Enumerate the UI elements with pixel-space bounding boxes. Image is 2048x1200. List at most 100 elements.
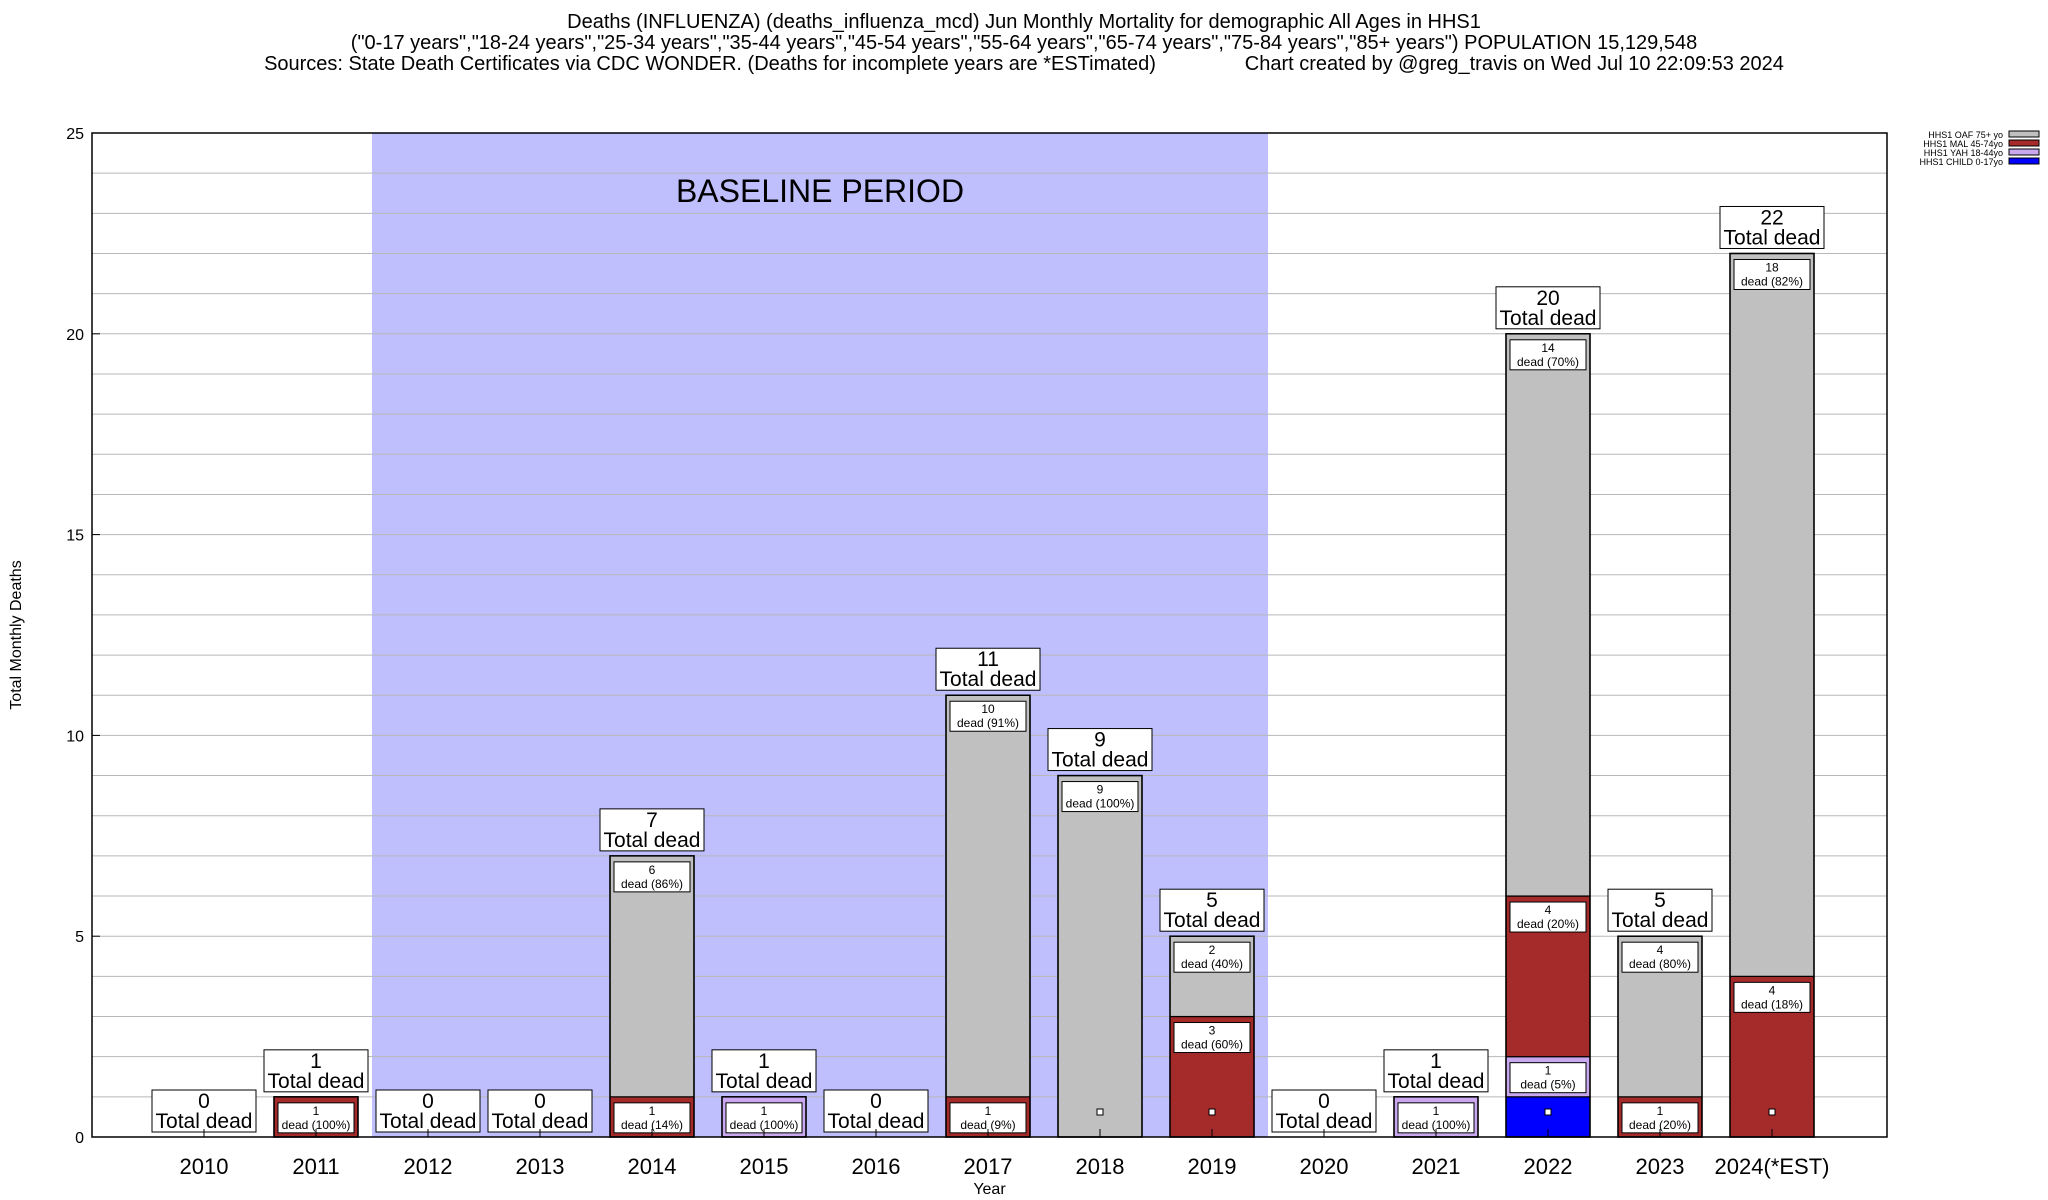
x-tick-label: 2010 <box>180 1154 229 1179</box>
total-dead-label: Total dead <box>1612 909 1709 932</box>
bar-segment <box>609 855 695 1098</box>
total-label-box <box>599 808 705 852</box>
bar-segment <box>1729 252 1815 977</box>
chart-subtitle: ("0-17 years","18-24 years","25-34 years… <box>350 32 1698 54</box>
segment-count-label: 3 <box>1209 1024 1216 1038</box>
total-label-box <box>1607 888 1713 932</box>
segment-count-label: 1 <box>1433 1104 1440 1118</box>
segment-label-box <box>949 1102 1027 1134</box>
segment-count-label: 1 <box>649 1104 656 1118</box>
segment-count-label: 6 <box>649 863 656 877</box>
x-tick-label: 2015 <box>740 1154 789 1179</box>
segment-percent-label: dead (100%) <box>282 1118 351 1132</box>
total-dead-label: Total dead <box>604 829 701 852</box>
segment-label-box <box>1509 1062 1587 1094</box>
x-tick-label: 2022 <box>1524 1154 1573 1179</box>
y-tick-label: 5 <box>75 929 84 946</box>
segment-percent-label: dead (9%) <box>960 1118 1015 1132</box>
total-dead-label: Total dead <box>1052 749 1149 772</box>
x-tick-label: 2019 <box>1188 1154 1237 1179</box>
segment-percent-label: dead (100%) <box>730 1118 799 1132</box>
bar-base-marker <box>1544 1108 1552 1116</box>
total-count-label: 7 <box>646 809 658 832</box>
segment-label-box <box>613 861 691 893</box>
x-tick-label: 2016 <box>852 1154 901 1179</box>
x-tick-label: 2018 <box>1076 1154 1125 1179</box>
x-tick-label: 2021 <box>1412 1154 1461 1179</box>
total-dead-label: Total dead <box>1500 307 1597 330</box>
segment-percent-label: dead (86%) <box>621 877 683 891</box>
bar-segment <box>1057 774 1143 1138</box>
total-count-label: 1 <box>1430 1050 1442 1073</box>
total-count-label: 0 <box>198 1090 210 1113</box>
segment-percent-label: dead (14%) <box>621 1118 683 1132</box>
segment-count-label: 10 <box>981 702 995 716</box>
segment-percent-label: dead (20%) <box>1517 917 1579 931</box>
legend-swatch <box>2008 148 2040 156</box>
bar-segment <box>945 694 1031 1098</box>
legend-label: HHS1 MAL 45-74yo <box>1923 139 2003 149</box>
total-label-box <box>935 647 1041 691</box>
bar-segment <box>1505 333 1591 897</box>
total-count-label: 20 <box>1536 287 1559 310</box>
x-tick-label: 2011 <box>292 1154 339 1179</box>
total-label-box <box>711 1049 817 1093</box>
segment-count-label: 1 <box>761 1104 768 1118</box>
total-dead-label: Total dead <box>1164 909 1261 932</box>
segment-percent-label: dead (60%) <box>1181 1038 1243 1052</box>
total-dead-label: Total dead <box>1276 1110 1373 1133</box>
y-tick-label: 10 <box>66 728 84 745</box>
segment-label-box <box>1061 781 1139 813</box>
total-label-box <box>823 1089 929 1133</box>
segment-percent-label: dead (70%) <box>1517 355 1579 369</box>
total-label-box <box>263 1049 369 1093</box>
chart-title-block: Deaths (INFLUENZA) (deaths_influenza_mcd… <box>0 12 2048 75</box>
total-dead-label: Total dead <box>380 1110 477 1133</box>
segment-percent-label: dead (100%) <box>1402 1118 1471 1132</box>
x-axis-title: Year <box>973 1181 1006 1198</box>
segment-label-box <box>1621 1102 1699 1134</box>
total-label-box <box>151 1089 257 1133</box>
segment-percent-label: dead (100%) <box>1066 797 1135 811</box>
total-label-box <box>1383 1049 1489 1093</box>
total-dead-label: Total dead <box>828 1110 925 1133</box>
segment-count-label: 1 <box>985 1104 992 1118</box>
legend-label: HHS1 CHILD 0-17yo <box>1919 157 2003 167</box>
segment-count-label: 4 <box>1657 943 1664 957</box>
x-tick-label: 2012 <box>404 1154 453 1179</box>
x-tick-label: 2017 <box>964 1154 1013 1179</box>
total-count-label: 5 <box>1654 889 1666 912</box>
total-count-label: 1 <box>310 1050 322 1073</box>
bar-base-marker <box>1208 1108 1216 1116</box>
total-count-label: 9 <box>1094 729 1106 752</box>
segment-percent-label: dead (40%) <box>1181 957 1243 971</box>
baseline-period-label: BASELINE PERIOD <box>676 173 964 209</box>
chart-sources-line: Sources: State Death Certificates via CD… <box>0 54 2048 75</box>
segment-percent-label: dead (91%) <box>957 716 1019 730</box>
chart-title: Deaths (INFLUENZA) (deaths_influenza_mcd… <box>567 11 1481 33</box>
segment-count-label: 1 <box>313 1104 320 1118</box>
segment-label-box <box>1733 981 1811 1013</box>
y-tick-label: 20 <box>66 327 84 344</box>
total-dead-label: Total dead <box>156 1110 253 1133</box>
segment-count-label: 2 <box>1209 943 1216 957</box>
segment-label-box <box>1509 901 1587 933</box>
total-dead-label: Total dead <box>940 668 1037 691</box>
segment-label-box <box>1173 1022 1251 1054</box>
segment-percent-label: dead (80%) <box>1629 957 1691 971</box>
segment-percent-label: dead (5%) <box>1520 1078 1575 1092</box>
segment-count-label: 1 <box>1545 1064 1552 1078</box>
segment-count-label: 1 <box>1657 1104 1664 1118</box>
segment-label-box <box>1509 339 1587 371</box>
segment-count-label: 18 <box>1765 260 1779 274</box>
x-tick-label: 2014 <box>628 1154 677 1179</box>
total-dead-label: Total dead <box>1388 1070 1485 1093</box>
legend-label: HHS1 YAH 18-44yo <box>1924 148 2003 158</box>
total-dead-label: Total dead <box>1724 226 1821 249</box>
legend-label: HHS1 OAF 75+ yo <box>1928 130 2003 140</box>
plot-frame <box>91 132 1888 1138</box>
total-count-label: 11 <box>977 648 999 671</box>
legend-swatch <box>2008 130 2040 138</box>
